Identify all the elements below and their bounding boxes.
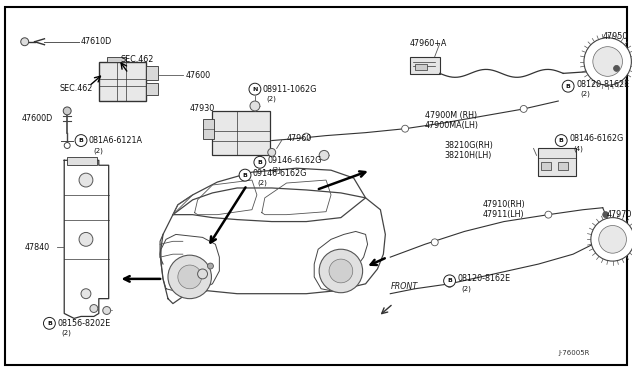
Circle shape — [178, 265, 202, 289]
Circle shape — [20, 38, 29, 46]
Bar — [107, 57, 127, 62]
Text: (4): (4) — [573, 145, 583, 152]
Circle shape — [603, 212, 609, 218]
Circle shape — [303, 133, 310, 140]
Circle shape — [79, 232, 93, 246]
Text: (2): (2) — [267, 96, 276, 102]
Text: (2): (2) — [257, 180, 267, 186]
Circle shape — [239, 169, 251, 181]
Circle shape — [64, 142, 70, 148]
Text: B: B — [559, 138, 564, 143]
Bar — [410, 57, 440, 74]
Text: B: B — [243, 173, 248, 178]
Circle shape — [614, 65, 620, 71]
Text: N: N — [252, 87, 258, 92]
Text: B: B — [566, 84, 571, 89]
Bar — [99, 61, 146, 101]
Circle shape — [446, 280, 453, 287]
Circle shape — [254, 156, 266, 168]
Circle shape — [591, 218, 634, 261]
Text: 38210H(LH): 38210H(LH) — [445, 151, 492, 160]
Circle shape — [103, 307, 111, 314]
Text: 09146-6162G: 09146-6162G — [268, 156, 322, 165]
Text: B: B — [79, 138, 83, 143]
Circle shape — [168, 255, 211, 299]
Circle shape — [319, 249, 363, 293]
Text: (2): (2) — [272, 167, 282, 173]
Text: (2): (2) — [580, 91, 590, 97]
Text: 08120-8162E: 08120-8162E — [576, 80, 629, 89]
Bar — [146, 83, 158, 95]
Bar — [538, 148, 576, 176]
Circle shape — [402, 125, 408, 132]
Text: 08911-1062G: 08911-1062G — [263, 85, 317, 94]
Circle shape — [589, 67, 596, 76]
Text: SEC.462: SEC.462 — [120, 55, 154, 64]
Circle shape — [599, 225, 627, 253]
Text: J·76005R: J·76005R — [558, 350, 589, 356]
Text: (2): (2) — [61, 330, 71, 336]
Bar — [67, 157, 97, 165]
Circle shape — [81, 289, 91, 299]
Circle shape — [268, 148, 276, 156]
Text: 47600D: 47600D — [22, 114, 53, 123]
Bar — [202, 119, 214, 139]
Circle shape — [444, 275, 456, 287]
Text: FRONT: FRONT — [390, 282, 417, 291]
Bar — [558, 162, 568, 170]
Bar — [541, 162, 551, 170]
Circle shape — [198, 269, 207, 279]
Circle shape — [584, 38, 632, 85]
Circle shape — [44, 317, 55, 329]
Text: 08120-8162E: 08120-8162E — [458, 275, 511, 283]
Text: 08146-6162G: 08146-6162G — [569, 134, 623, 143]
Text: 47911(LH): 47911(LH) — [482, 210, 524, 219]
Text: 09146-6162G: 09146-6162G — [253, 169, 307, 178]
Bar — [212, 111, 269, 155]
Circle shape — [329, 259, 353, 283]
Circle shape — [63, 107, 71, 115]
Bar — [146, 67, 158, 80]
Text: 47960: 47960 — [287, 134, 312, 143]
Circle shape — [319, 150, 329, 160]
Bar — [415, 64, 427, 70]
Text: 47610D: 47610D — [81, 37, 112, 46]
Text: B: B — [47, 321, 52, 326]
Text: 47960+A: 47960+A — [410, 39, 447, 48]
Text: B: B — [447, 278, 452, 283]
Text: 081A6-6121A: 081A6-6121A — [89, 136, 143, 145]
Text: 47840: 47840 — [25, 243, 50, 252]
Text: 47910(RH): 47910(RH) — [482, 200, 525, 209]
Text: 38210G(RH): 38210G(RH) — [445, 141, 493, 150]
Text: (2): (2) — [93, 147, 103, 154]
Circle shape — [79, 173, 93, 187]
Text: 08156-8202E: 08156-8202E — [58, 319, 111, 328]
Circle shape — [207, 263, 213, 269]
Circle shape — [75, 135, 87, 147]
Text: 47950: 47950 — [603, 32, 628, 41]
Circle shape — [520, 106, 527, 112]
Circle shape — [431, 239, 438, 246]
Circle shape — [562, 80, 574, 92]
Circle shape — [250, 101, 260, 111]
Text: 47900M (RH): 47900M (RH) — [425, 111, 477, 121]
Circle shape — [90, 305, 98, 312]
Text: SEC.462: SEC.462 — [60, 84, 93, 93]
Text: B: B — [257, 160, 262, 165]
Circle shape — [556, 135, 567, 147]
Text: 47900MA(LH): 47900MA(LH) — [425, 121, 479, 130]
Circle shape — [249, 83, 261, 95]
Text: (2): (2) — [461, 285, 471, 292]
Text: 47970: 47970 — [607, 210, 632, 219]
Text: 47930: 47930 — [189, 105, 215, 113]
Circle shape — [545, 211, 552, 218]
Text: 47600: 47600 — [186, 71, 211, 80]
Circle shape — [593, 46, 623, 76]
